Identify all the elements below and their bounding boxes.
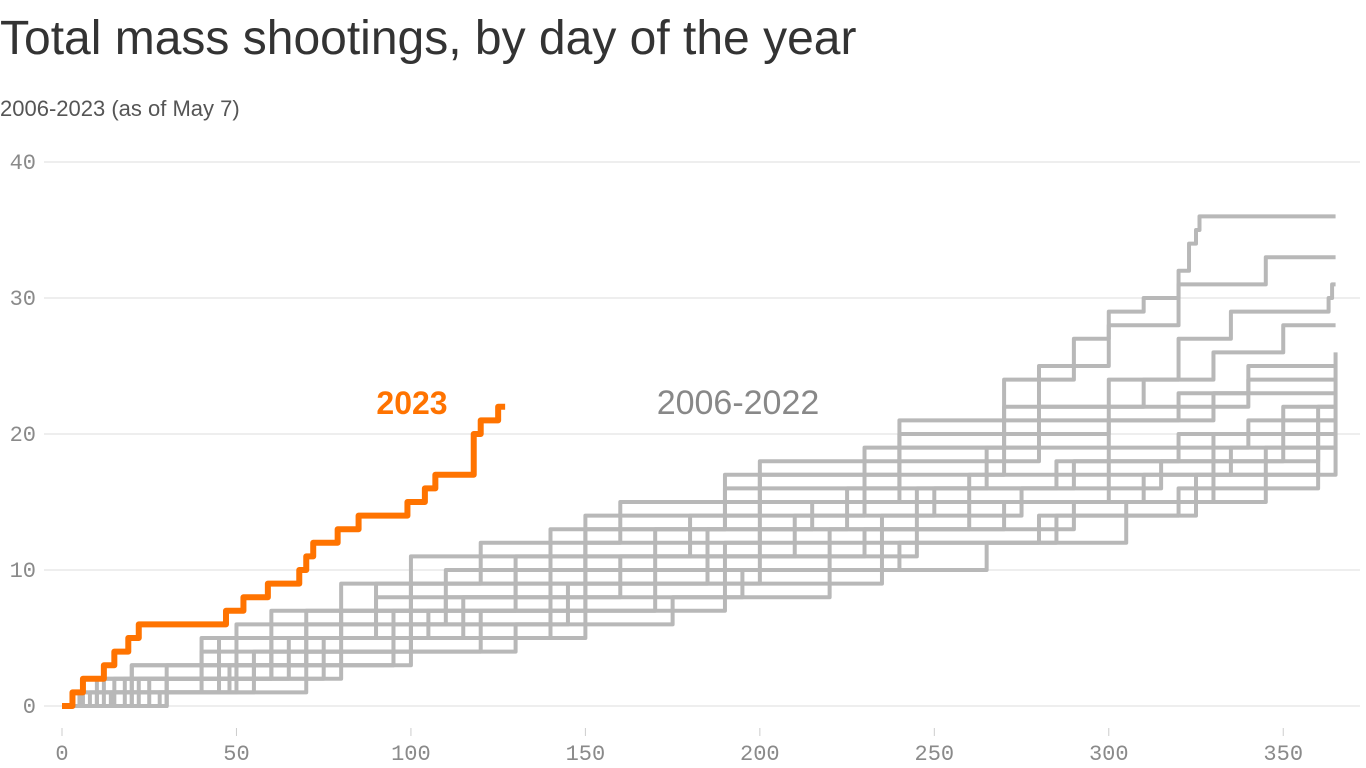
y-tick-label: 10 bbox=[10, 559, 36, 584]
x-tick-label: 300 bbox=[1089, 742, 1129, 767]
x-tick-label: 50 bbox=[223, 742, 249, 767]
series-line bbox=[62, 418, 1336, 708]
series-line bbox=[62, 404, 1336, 708]
x-tick-label: 250 bbox=[915, 742, 955, 767]
y-tick-label: 30 bbox=[10, 287, 36, 312]
series-line bbox=[62, 403, 506, 709]
x-tick-label: 200 bbox=[740, 742, 780, 767]
x-tick-label: 150 bbox=[566, 742, 606, 767]
x-tick-label: 350 bbox=[1263, 742, 1303, 767]
x-tick-label: 100 bbox=[391, 742, 431, 767]
annotation: 2006-2022 bbox=[657, 384, 820, 422]
chart-subtitle: 2006-2023 (as of May 7) bbox=[0, 96, 240, 121]
chart-title: Total mass shootings, by day of the year bbox=[0, 12, 856, 65]
series-line bbox=[62, 445, 1336, 708]
annotation: 2023 bbox=[376, 385, 447, 421]
y-tick-label: 40 bbox=[10, 151, 36, 176]
series-line bbox=[62, 366, 1338, 708]
x-tick-label: 0 bbox=[55, 742, 68, 767]
series-line bbox=[62, 447, 1338, 708]
y-tick-label: 0 bbox=[23, 695, 36, 720]
y-tick-label: 20 bbox=[10, 423, 36, 448]
